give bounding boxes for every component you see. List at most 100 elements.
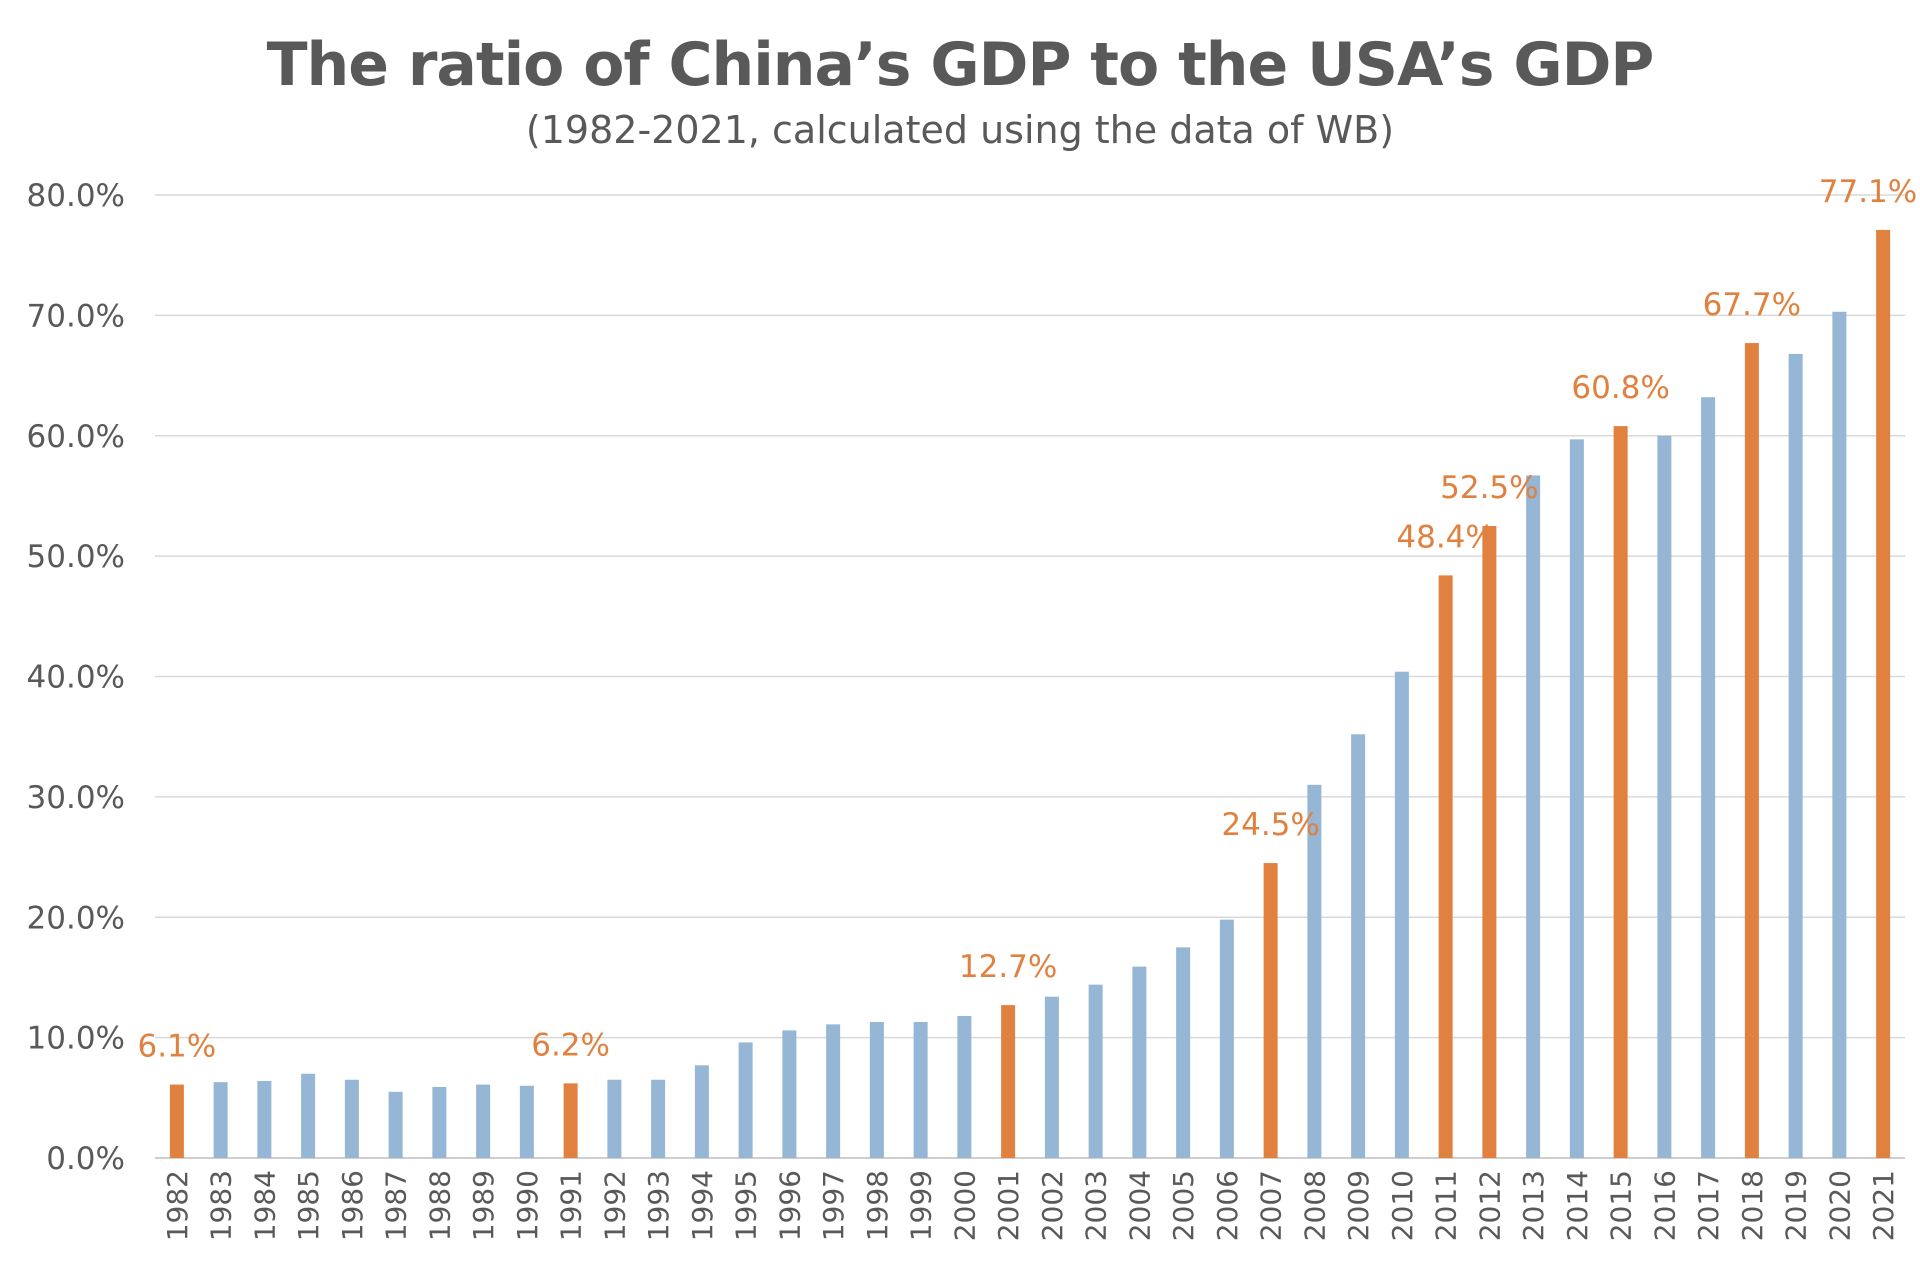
data-label-1991: 6.2%: [531, 1027, 610, 1063]
bar-1982: [169, 1084, 184, 1158]
bar-2015: [1613, 426, 1628, 1158]
bar-1991: [563, 1083, 578, 1158]
x-tick-label: 1984: [248, 1170, 281, 1241]
x-tick-label: 1986: [336, 1170, 369, 1241]
x-tick-label: 1983: [205, 1170, 238, 1241]
bar-1990: [519, 1085, 534, 1158]
bar-2003: [1088, 984, 1103, 1158]
x-tick-label: 1993: [642, 1170, 675, 1241]
data-label-2011: 48.4%: [1396, 519, 1494, 555]
bar-2014: [1569, 439, 1584, 1159]
data-label-2012: 52.5%: [1440, 470, 1538, 506]
x-tick-label: 1995: [730, 1170, 763, 1241]
x-axis-ticks: 1982 1983 1984 1985 1986 1987 1988 1989 1990 1991…: [161, 1170, 1900, 1241]
bar-1994: [694, 1065, 709, 1158]
x-tick-label: 2002: [1036, 1170, 1069, 1241]
chart-subtitle: (1982-2021, calculated using the data of…: [525, 108, 1395, 152]
x-tick-label: 2014: [1561, 1170, 1594, 1241]
data-label-1982: 6.1%: [137, 1029, 216, 1065]
x-tick-label: 2019: [1780, 1170, 1813, 1241]
x-tick-label: 1992: [598, 1170, 631, 1241]
x-tick-label: 2003: [1080, 1170, 1113, 1241]
bar-2007: [1263, 863, 1278, 1158]
bar-1988: [432, 1086, 447, 1158]
x-tick-label: 1990: [511, 1170, 544, 1241]
data-label-2015: 60.8%: [1571, 370, 1669, 406]
x-tick-label: 2007: [1255, 1170, 1288, 1241]
x-tick-label: 2004: [1123, 1170, 1156, 1241]
x-tick-label: 1987: [380, 1170, 413, 1241]
bar-2006: [1219, 919, 1234, 1158]
x-tick-label: 2020: [1823, 1170, 1856, 1241]
x-tick-label: 2010: [1386, 1170, 1419, 1241]
x-tick-label: 2001: [992, 1170, 1025, 1241]
bar-1996: [782, 1030, 797, 1158]
bar-2021: [1876, 229, 1891, 1158]
y-tick-label: 20.0%: [27, 900, 125, 936]
x-tick-label: 2008: [1298, 1170, 1331, 1241]
x-tick-label: 1997: [817, 1170, 850, 1241]
data-label-2007: 24.5%: [1221, 807, 1319, 843]
bar-2000: [957, 1015, 972, 1158]
x-tick-label: 2005: [1167, 1170, 1200, 1241]
bar-1986: [344, 1079, 359, 1158]
x-tick-label: 1999: [905, 1170, 938, 1241]
data-label-2001: 12.7%: [959, 949, 1057, 985]
x-tick-label: 1985: [292, 1170, 325, 1241]
y-tick-label: 60.0%: [27, 419, 125, 455]
bars: [169, 229, 1891, 1159]
bar-2011: [1438, 575, 1453, 1158]
data-label-2018: 67.7%: [1703, 287, 1801, 323]
bar-1984: [257, 1080, 272, 1158]
x-tick-label: 2012: [1473, 1170, 1506, 1241]
bar-2010: [1394, 671, 1409, 1158]
bar-1993: [651, 1079, 666, 1158]
x-tick-label: 2021: [1867, 1170, 1900, 1241]
bar-2008: [1307, 784, 1322, 1158]
x-tick-label: 1994: [686, 1170, 719, 1241]
y-tick-label: 10.0%: [27, 1021, 125, 1057]
x-tick-label: 2006: [1211, 1170, 1244, 1241]
bar-2016: [1657, 435, 1672, 1158]
bar-2017: [1701, 397, 1716, 1159]
data-labels: 6.1% 6.2% 12.7% 24.5% 48.4% 52.5% 60.8% 67.7% 77…: [137, 174, 1917, 1065]
bar-2013: [1526, 475, 1541, 1158]
gridlines: [155, 194, 1905, 1159]
bar-2001: [1001, 1005, 1016, 1158]
y-tick-label: 70.0%: [27, 298, 125, 334]
x-tick-label: 1989: [467, 1170, 500, 1241]
x-tick-label: 1991: [555, 1170, 588, 1241]
y-tick-label: 50.0%: [27, 539, 125, 575]
x-tick-label: 1998: [861, 1170, 894, 1241]
y-axis-ticks: 0.0% 10.0% 20.0% 30.0% 40.0% 50.0% 60.0% 70.0% 8…: [27, 178, 125, 1177]
x-tick-label: 1988: [423, 1170, 456, 1241]
bar-1987: [388, 1091, 403, 1158]
chart-title: The ratio of China’s GDP to the USA’s GD…: [266, 30, 1655, 100]
bar-1983: [213, 1082, 228, 1158]
bar-1985: [301, 1073, 316, 1158]
x-tick-label: 2017: [1692, 1170, 1725, 1241]
x-tick-label: 2000: [948, 1170, 981, 1241]
bar-2005: [1176, 947, 1191, 1158]
x-tick-label: 1982: [161, 1170, 194, 1241]
bar-2009: [1351, 734, 1366, 1158]
bar-2002: [1044, 996, 1059, 1158]
bar-1995: [738, 1042, 753, 1158]
bar-2004: [1132, 966, 1147, 1158]
bar-1989: [476, 1084, 491, 1158]
x-tick-label: 2013: [1517, 1170, 1550, 1241]
bar-1998: [869, 1021, 884, 1158]
bar-2019: [1788, 353, 1803, 1158]
x-tick-label: 2011: [1430, 1170, 1463, 1241]
x-tick-label: 2015: [1605, 1170, 1638, 1241]
bar-2012: [1482, 526, 1497, 1158]
x-tick-label: 2016: [1648, 1170, 1681, 1241]
bar-2020: [1832, 311, 1847, 1158]
bar-1992: [607, 1079, 622, 1158]
bar-1999: [913, 1021, 928, 1158]
y-tick-label: 30.0%: [27, 780, 125, 816]
x-tick-label: 2009: [1342, 1170, 1375, 1241]
x-tick-label: 1996: [773, 1170, 806, 1241]
